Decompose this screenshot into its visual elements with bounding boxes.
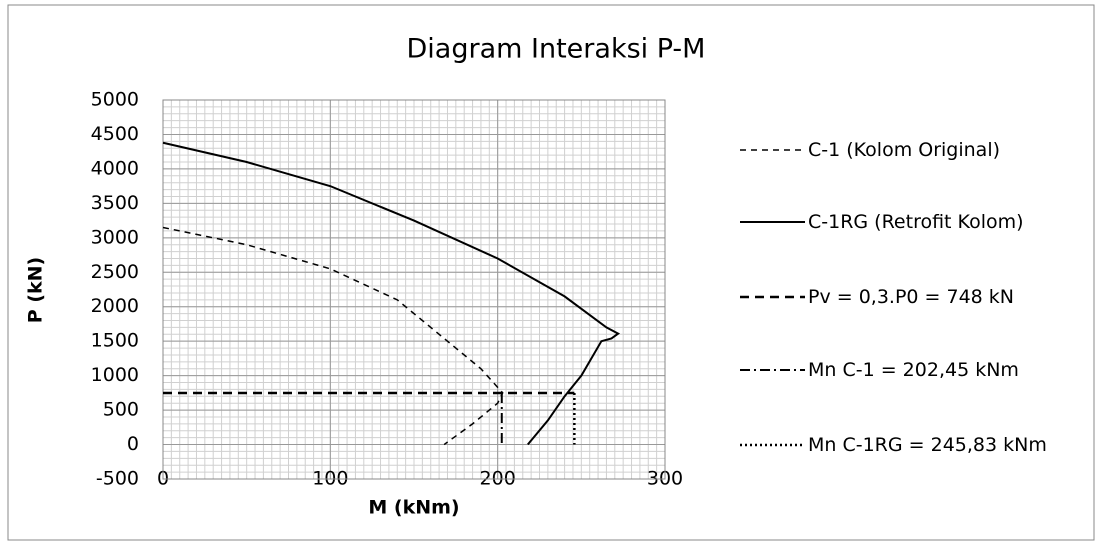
y-tick-label: 500 xyxy=(103,399,139,421)
y-tick-label: 0 xyxy=(127,433,139,455)
y-tick-label: 4000 xyxy=(91,157,139,179)
y-tick-label: 4500 xyxy=(91,123,139,145)
x-axis-label: M (kNm) xyxy=(368,497,459,519)
y-tick-label: 2500 xyxy=(91,261,139,283)
legend-label: C-1 (Kolom Original) xyxy=(808,139,1001,161)
y-tick-label: 1000 xyxy=(91,364,139,386)
legend-label: Pv = 0,3.P0 = 748 kN xyxy=(808,286,1015,308)
legend-label: Mn C-1 = 202,45 kNm xyxy=(808,359,1019,381)
y-tick-label: 1500 xyxy=(91,330,139,352)
y-axis-label: P (kN) xyxy=(25,257,47,323)
plot-border xyxy=(162,99,666,480)
series-line xyxy=(162,226,504,446)
y-tick-label: 2000 xyxy=(91,295,139,317)
y-tick-label: -500 xyxy=(96,468,139,490)
y-tick-label: 3000 xyxy=(91,226,139,248)
y-tick-label: 3500 xyxy=(91,192,139,214)
legend-label: C-1RG (Retrofit Kolom) xyxy=(808,211,1024,233)
legend-label: Mn C-1RG = 245,83 kNm xyxy=(808,434,1047,456)
series-line xyxy=(162,141,621,446)
chart-title: Diagram Interaksi P-M xyxy=(407,34,706,65)
y-tick-label: 5000 xyxy=(91,89,139,111)
